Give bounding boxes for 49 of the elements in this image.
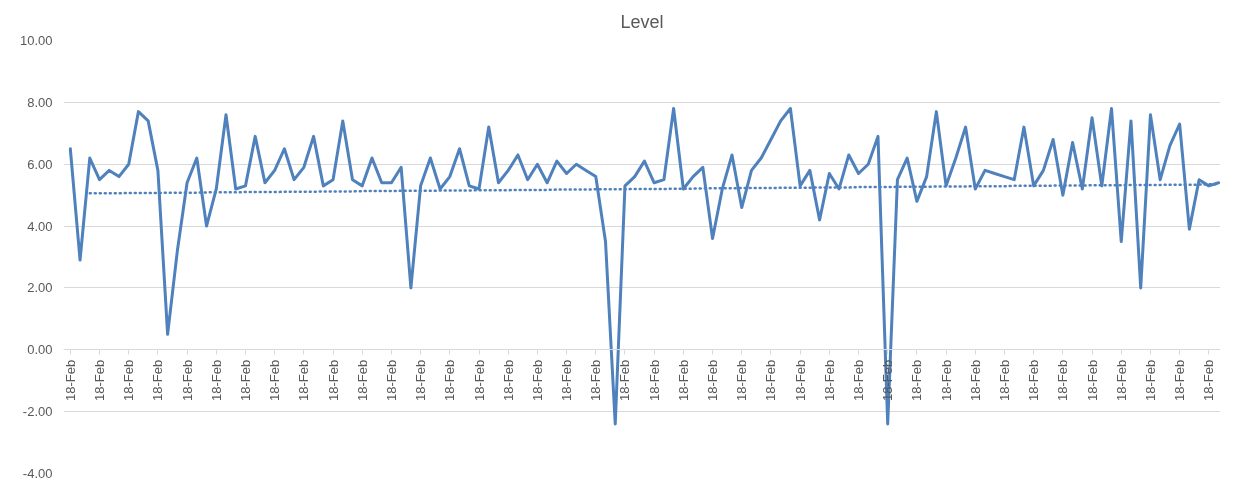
x-tick-label: 18-Feb xyxy=(675,359,691,401)
x-tick-label: 18-Feb xyxy=(354,359,370,401)
y-tick-label: 8.00 xyxy=(27,94,53,110)
x-tick-label: 18-Feb xyxy=(62,359,78,401)
y-tick-label: -2.00 xyxy=(22,404,53,420)
x-tick-label: 18-Feb xyxy=(1055,359,1071,401)
x-tick-label: 18-Feb xyxy=(880,359,896,401)
x-tick-label: 18-Feb xyxy=(763,359,779,401)
x-tick-label: 18-Feb xyxy=(121,359,137,401)
chart-title: Level xyxy=(620,11,664,32)
y-tick-label: 10.00 xyxy=(19,33,53,48)
x-tick-label: 18-Feb xyxy=(559,359,575,401)
x-tick-label: 18-Feb xyxy=(296,359,312,401)
x-tick-label: 18-Feb xyxy=(150,359,166,401)
y-tick-label: 2.00 xyxy=(27,280,53,296)
x-tick-label: 18-Feb xyxy=(617,359,633,401)
x-tick-label: 18-Feb xyxy=(1172,359,1188,401)
x-tick-label: 18-Feb xyxy=(792,359,808,401)
x-tick-label: 18-Feb xyxy=(996,359,1012,401)
x-tick-label: 18-Feb xyxy=(471,359,487,401)
x-tick-label: 18-Feb xyxy=(208,359,224,401)
y-tick-label: 6.00 xyxy=(27,156,53,172)
x-tick-label: 18-Feb xyxy=(851,359,867,401)
x-tick-label: 18-Feb xyxy=(267,359,283,401)
x-tick-label: 18-Feb xyxy=(383,359,399,401)
x-tick-label: 18-Feb xyxy=(442,359,458,401)
x-tick-label: 18-Feb xyxy=(413,359,429,401)
x-tick-label: 18-Feb xyxy=(237,359,253,401)
x-tick-label: 18-Feb xyxy=(1084,359,1100,401)
x-tick-label: 18-Feb xyxy=(938,359,954,401)
x-tick-label: 18-Feb xyxy=(705,359,721,401)
x-tick-label: 18-Feb xyxy=(967,359,983,401)
x-tick-label: 18-Feb xyxy=(734,359,750,401)
y-tick-label: 4.00 xyxy=(27,218,53,234)
x-tick-label: 18-Feb xyxy=(529,359,545,401)
x-tick-label: 18-Feb xyxy=(646,359,662,401)
x-tick-label: 18-Feb xyxy=(179,359,195,401)
x-tick-label: 18-Feb xyxy=(821,359,837,401)
x-tick-label: 18-Feb xyxy=(500,359,516,401)
x-tick-label: 18-Feb xyxy=(1026,359,1042,401)
x-tick-label: 18-Feb xyxy=(1113,359,1129,401)
x-tick-label: 18-Feb xyxy=(92,359,107,401)
x-tick-label: 18-Feb xyxy=(325,359,341,401)
x-tick-label: 18-Feb xyxy=(909,359,925,401)
y-tick-label: -4.00 xyxy=(22,466,53,481)
x-tick-label: 18-Feb xyxy=(1201,359,1217,401)
x-tick-label: 18-Feb xyxy=(588,359,604,401)
x-tick-label: 18-Feb xyxy=(1142,359,1158,401)
y-tick-label: 0.00 xyxy=(27,342,53,358)
